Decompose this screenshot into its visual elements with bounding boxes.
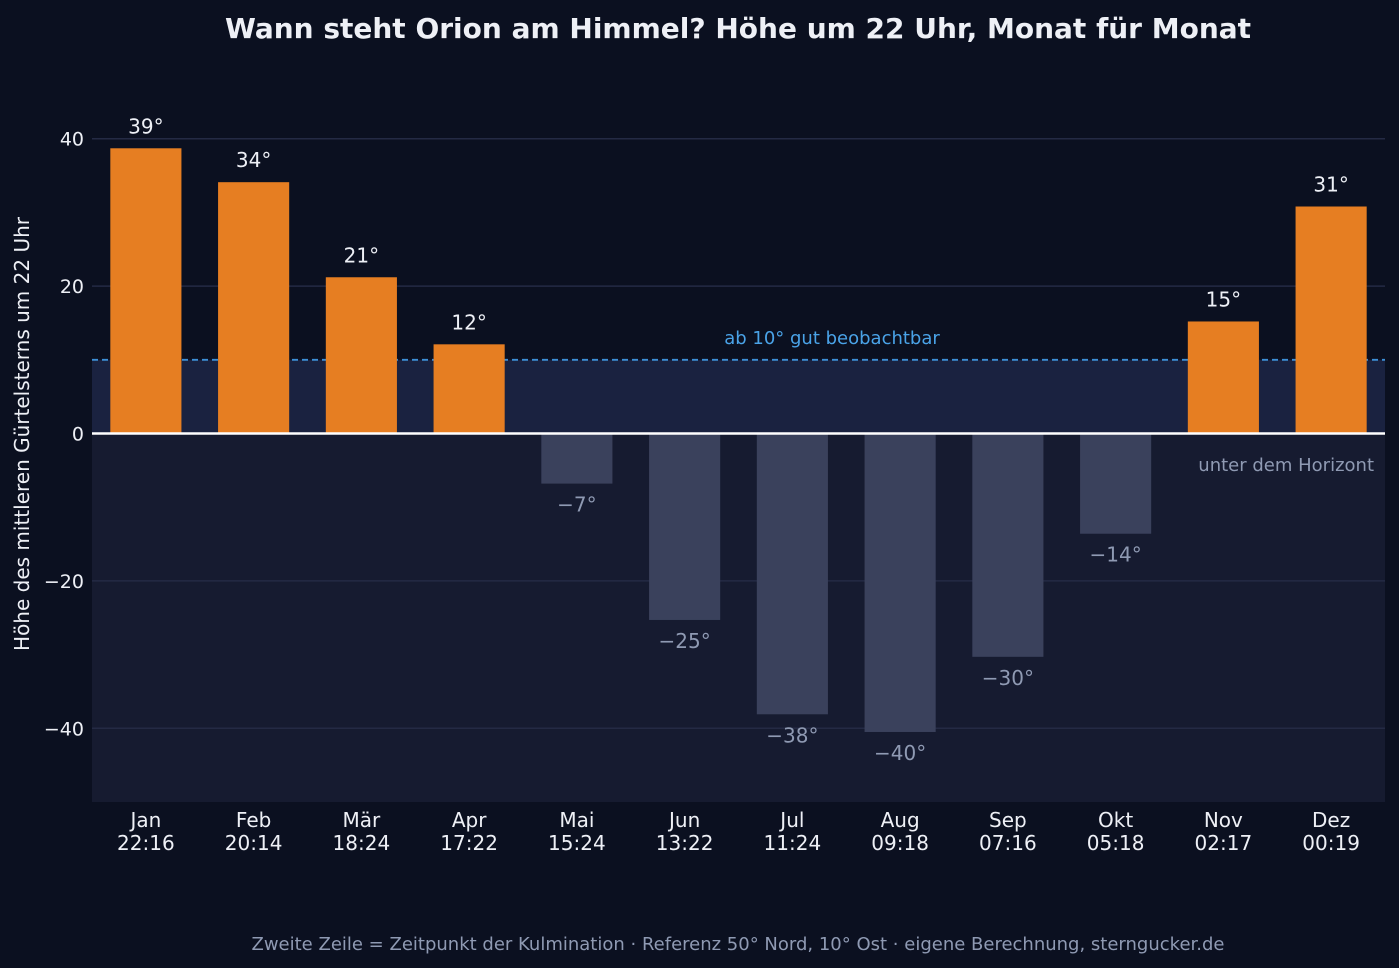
bar bbox=[1295, 206, 1367, 434]
bars bbox=[92, 148, 1385, 732]
bar bbox=[110, 148, 182, 434]
bar bbox=[325, 277, 397, 434]
x-tick-time-label: 17:22 bbox=[440, 831, 498, 855]
x-tick-time-label: 22:16 bbox=[117, 831, 175, 855]
bar bbox=[756, 433, 828, 715]
value-label: 31° bbox=[1313, 173, 1348, 197]
x-tick-time-label: 13:22 bbox=[656, 831, 714, 855]
x-tick-label: Jan bbox=[128, 808, 161, 832]
value-label: −14° bbox=[1090, 543, 1142, 567]
x-tick-time-label: 11:24 bbox=[764, 831, 822, 855]
bar bbox=[1187, 321, 1259, 434]
bar bbox=[218, 182, 290, 434]
threshold-label: ab 10° gut beobachtbar bbox=[724, 328, 940, 349]
x-tick-label: Mai bbox=[559, 808, 594, 832]
y-tick-label: 40 bbox=[60, 129, 84, 151]
x-tick-time-label: 02:17 bbox=[1195, 831, 1253, 855]
value-label: −7° bbox=[557, 493, 596, 517]
y-axis-label: Höhe des mittleren Gürtelsterns um 22 Uh… bbox=[10, 216, 34, 651]
value-label: −25° bbox=[659, 629, 711, 653]
footnote: Zweite Zeile = Zeitpunkt der Kulmination… bbox=[252, 934, 1225, 955]
x-tick-time-label: 09:18 bbox=[871, 831, 929, 855]
y-tick-label: −40 bbox=[44, 718, 84, 740]
below-horizon-zone bbox=[92, 433, 1385, 802]
value-label: 15° bbox=[1206, 287, 1241, 311]
value-label: 21° bbox=[344, 243, 379, 267]
x-tick-label: Nov bbox=[1204, 808, 1243, 832]
bar bbox=[972, 433, 1044, 657]
x-tick-time-label: 18:24 bbox=[333, 831, 391, 855]
x-tick-time-label: 00:19 bbox=[1302, 831, 1360, 855]
low-altitude-zone bbox=[92, 359, 1385, 434]
value-label: −40° bbox=[874, 741, 926, 765]
x-tick-label: Mär bbox=[343, 808, 382, 832]
background-zones bbox=[92, 359, 1385, 802]
bar bbox=[541, 433, 613, 484]
bar bbox=[649, 433, 721, 620]
x-tick-label: Sep bbox=[989, 808, 1027, 832]
value-labels: 39° 34° 21° 12° −7° −25° −38° −40° −30° −14° 15° 31… bbox=[128, 114, 1349, 765]
x-tick-time-label: 15:24 bbox=[548, 831, 606, 855]
x-tick-label: Jul bbox=[778, 808, 804, 832]
chart-title: Wann steht Orion am Himmel? Höhe um 22 U… bbox=[225, 12, 1251, 45]
value-label: −30° bbox=[982, 666, 1034, 690]
x-tick-label: Okt bbox=[1098, 808, 1133, 832]
x-tick-time-label: 05:18 bbox=[1087, 831, 1145, 855]
x-tick-time-label: 20:14 bbox=[225, 831, 283, 855]
y-tick-label: 0 bbox=[72, 424, 84, 446]
bar bbox=[864, 433, 936, 732]
y-tick-label: −20 bbox=[44, 571, 84, 593]
below-horizon-label: unter dem Horizont bbox=[1198, 455, 1374, 476]
x-tick-time-label: 07:16 bbox=[979, 831, 1037, 855]
value-label: 12° bbox=[451, 310, 486, 334]
y-axis-ticks: −40 −20 0 20 40 bbox=[44, 129, 84, 741]
x-tick-label: Jun bbox=[667, 808, 700, 832]
value-label: 39° bbox=[128, 114, 163, 138]
x-tick-label: Aug bbox=[881, 808, 920, 832]
x-tick-label: Feb bbox=[236, 808, 271, 832]
bar bbox=[1080, 433, 1152, 534]
bar bbox=[433, 344, 505, 434]
value-label: 34° bbox=[236, 148, 271, 172]
x-tick-label: Dez bbox=[1312, 808, 1350, 832]
y-tick-label: 20 bbox=[60, 276, 84, 298]
x-tick-label: Apr bbox=[452, 808, 487, 832]
grid-lines bbox=[92, 137, 1385, 730]
value-label: −38° bbox=[766, 723, 818, 747]
